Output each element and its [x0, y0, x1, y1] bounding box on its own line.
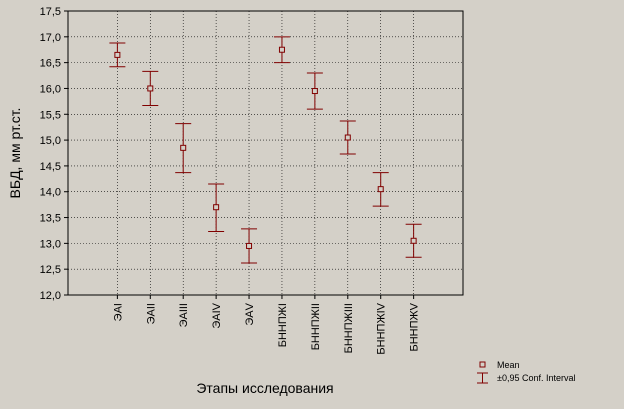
x-tick-label: БННПЖIII: [343, 303, 355, 353]
y-tick-label: 16,5: [40, 58, 61, 70]
y-tick-label: 16,0: [40, 83, 61, 95]
y-tick-label: 13,5: [40, 213, 61, 225]
mean-point: [344, 134, 351, 141]
mean-point: [147, 85, 154, 92]
mean-point: [377, 186, 384, 193]
y-tick-label: 13,0: [40, 238, 61, 250]
x-tick-label: ЭАIII: [178, 303, 190, 327]
y-tick-label: 14,5: [40, 161, 61, 173]
data-marks: [109, 36, 422, 264]
mean-point: [278, 46, 285, 53]
mean-point: [114, 51, 121, 58]
x-tick-label: ЭАV: [244, 302, 256, 325]
x-tick-label: ЭАI: [112, 303, 124, 321]
x-tick-label: БННПЖI: [277, 303, 289, 347]
y-tick-label: 12,0: [40, 290, 61, 302]
legend-mean-marker: [479, 361, 486, 368]
y-tick-label: 14,0: [40, 187, 61, 199]
x-tick-label: БННПЖII: [310, 303, 322, 350]
x-axis-label: Этапы исследования: [196, 380, 333, 396]
mean-point: [213, 204, 220, 211]
y-tick-label: 15,5: [40, 109, 61, 121]
mean-point: [246, 242, 253, 249]
y-axis-label: ВБД, мм рт.ст.: [7, 108, 23, 199]
x-tick-label: ЭАIV: [211, 302, 223, 328]
legend: Mean ±0,95 Conf. Interval: [477, 360, 575, 384]
y-tick-label: 12,5: [40, 264, 61, 276]
axes: 12,0 12,5 13,0 13,5 14,0 14,5 15,0 15,5 16,0 16,5…: [40, 6, 421, 355]
x-tick-label: БННПЖV: [409, 302, 421, 351]
y-tick-label: 17,5: [40, 6, 61, 18]
x-tick-label: ЭАII: [145, 303, 157, 324]
legend-ci-label: ±0,95 Conf. Interval: [497, 373, 575, 383]
y-tick-label: 17,0: [40, 32, 61, 44]
legend-mean-label: Mean: [497, 360, 520, 370]
mean-point: [311, 88, 318, 95]
y-tick-label: 15,0: [40, 135, 61, 147]
x-tick-label: БННПЖIV: [376, 302, 388, 354]
mean-point: [180, 144, 187, 151]
plot-area: [67, 10, 464, 296]
mean-point: [410, 237, 417, 244]
